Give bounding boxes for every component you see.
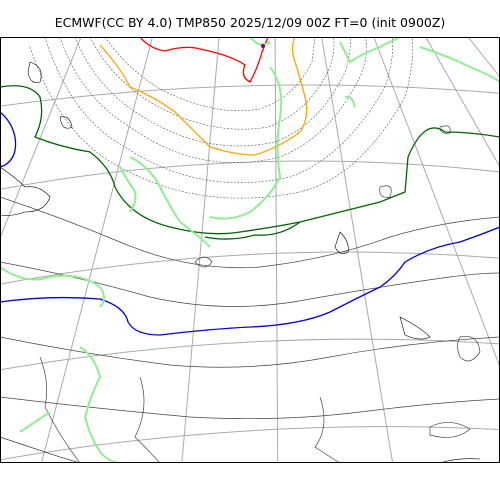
orange-isotherm — [99, 37, 308, 156]
weather-map — [0, 37, 500, 463]
blue-isotherm — [0, 226, 500, 336]
green-isotherm — [0, 85, 500, 235]
green-isotherm-2 — [204, 221, 301, 240]
red-isotherm — [139, 37, 269, 83]
blue-isotherm-west — [0, 111, 17, 168]
dotted-isotherms — [29, 37, 413, 199]
purple-marker — [261, 44, 265, 48]
coastlines — [0, 61, 481, 463]
light-green-contours — [0, 37, 500, 463]
graticule-lines — [0, 37, 500, 463]
map-title: ECMWF(CC BY 4.0) TMP850 2025/12/09 00Z F… — [54, 15, 446, 30]
